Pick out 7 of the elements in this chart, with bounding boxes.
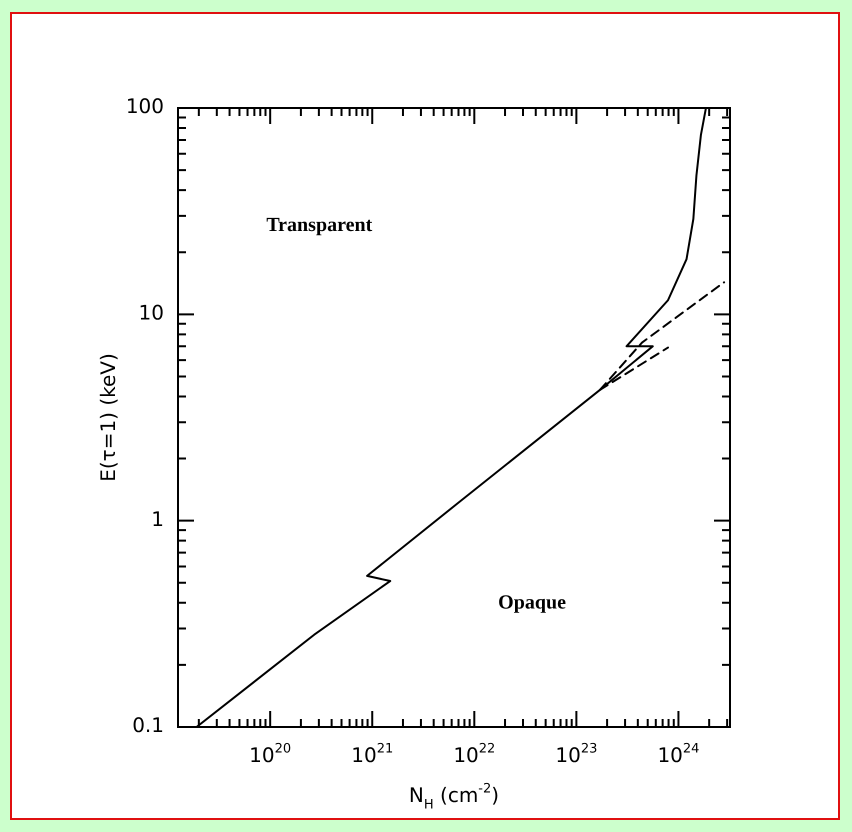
y-axis-title: E(τ=1) (keV) (96, 353, 120, 482)
annotation: Opaque (498, 591, 566, 614)
y-tick-label: 0.1 (132, 713, 164, 738)
annotation: Transparent (266, 214, 373, 236)
y-tick-label: 10 (138, 300, 164, 325)
y-tick-label: 1 (151, 506, 164, 531)
y-tick-label: 100 (126, 94, 164, 118)
